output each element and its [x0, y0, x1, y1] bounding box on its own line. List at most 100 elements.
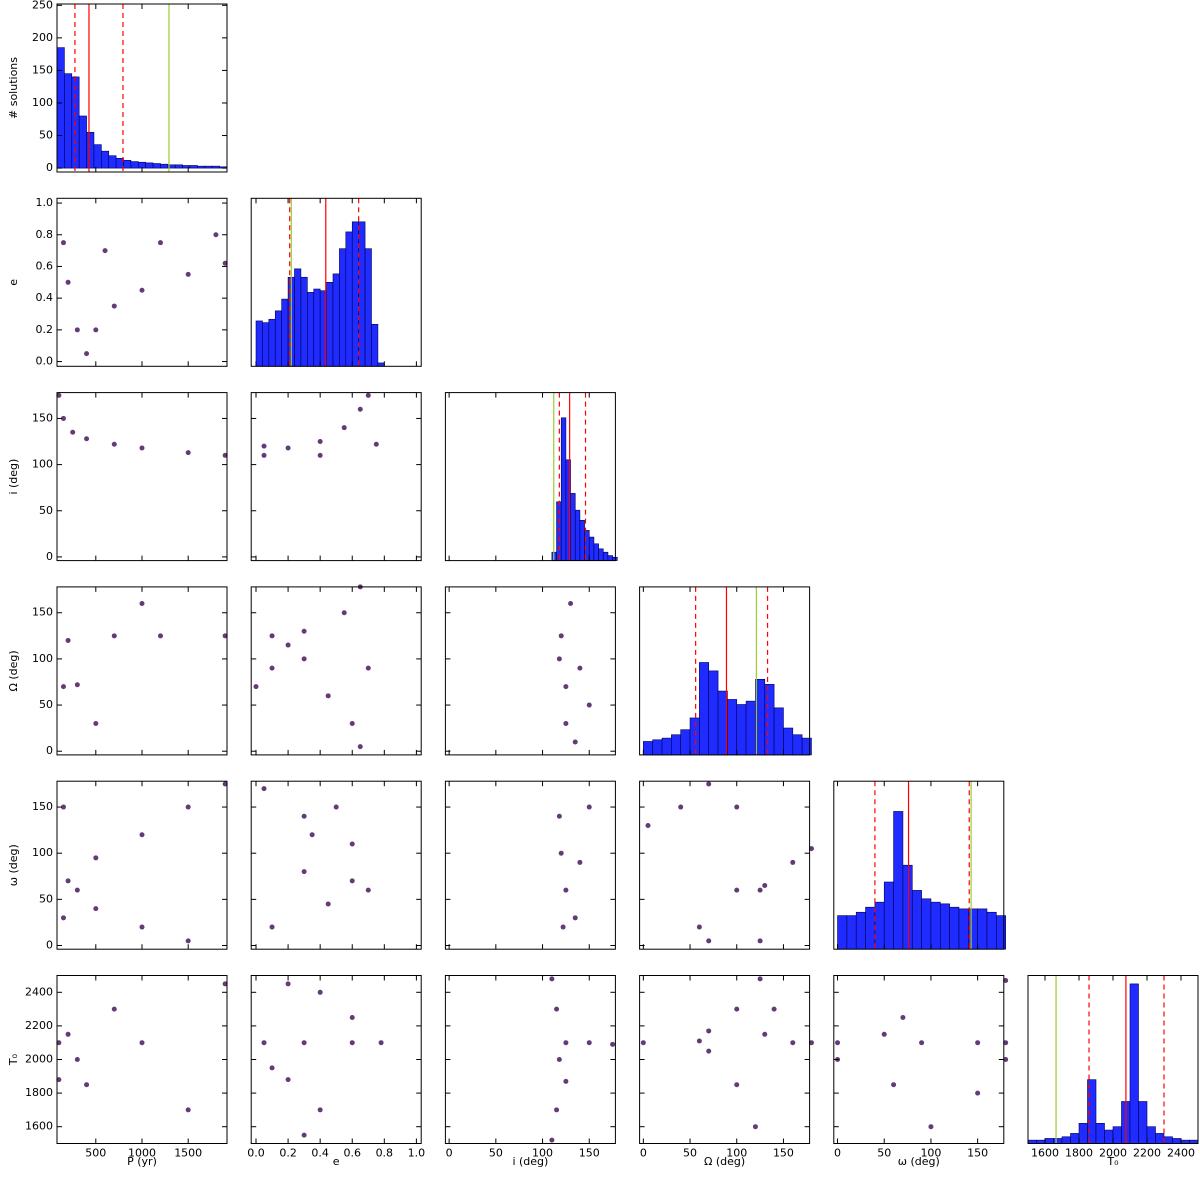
y-tick-label: 0 [46, 161, 53, 174]
histogram-bar [174, 164, 183, 169]
y-axis-label: i (deg) [7, 459, 20, 495]
density-point [349, 841, 355, 847]
histogram-bar [1078, 1123, 1088, 1144]
y-axis-label: T₀ [7, 1053, 20, 1066]
density-point [835, 1040, 841, 1046]
histogram-bar [262, 322, 270, 367]
histogram-bar [377, 362, 385, 367]
panel-frame [250, 586, 422, 756]
histogram-bar [1044, 1138, 1054, 1144]
histogram-bar [1053, 1138, 1063, 1144]
density-point [111, 303, 117, 309]
density-point [139, 287, 145, 293]
panel-frame [56, 780, 228, 950]
density-point [706, 938, 712, 944]
histogram-bar [1104, 1129, 1114, 1144]
density-point [60, 415, 66, 421]
y-tick-label: 100 [32, 846, 53, 859]
histogram-bar [371, 323, 379, 367]
x-tick-label: 0.2 [279, 1147, 297, 1160]
histogram-bar [883, 881, 894, 950]
density-point [213, 232, 219, 238]
histogram-bar [708, 670, 719, 756]
density-point [139, 1040, 145, 1046]
y-tick-label: 0 [46, 744, 53, 757]
density-point [556, 656, 562, 662]
density-point [734, 804, 740, 810]
histogram-bar [1036, 1139, 1046, 1144]
histogram-bar [56, 47, 65, 169]
density-point [678, 804, 684, 810]
y-tick-label: 100 [32, 96, 53, 109]
density-point [84, 436, 90, 442]
density-point [222, 452, 228, 458]
x-tick-label: 2400 [1167, 1147, 1195, 1160]
x-tick-label: 1800 [1065, 1147, 1093, 1160]
x-tick-label: 100 [532, 1147, 553, 1160]
density-point [558, 633, 564, 639]
density-point [285, 1077, 291, 1083]
histogram-bar [764, 684, 775, 756]
density-point [317, 439, 323, 445]
density-point [373, 441, 379, 447]
x-tick-label: 150 [579, 1147, 600, 1160]
density-point [752, 1124, 758, 1130]
density-point [74, 887, 80, 893]
x-tick-label: 1.0 [408, 1147, 426, 1160]
histogram-bar [339, 248, 347, 367]
x-tick-label: 0.4 [311, 1147, 329, 1160]
histogram-bar [783, 727, 794, 756]
y-tick-label: 100 [32, 652, 53, 665]
density-point [84, 1082, 90, 1088]
density-point [60, 684, 66, 690]
density-point [317, 452, 323, 458]
density-point [975, 1090, 981, 1096]
histogram-bar [1027, 1139, 1037, 1144]
x-tick-label: 500 [85, 1147, 106, 1160]
y-tick-label: 0.8 [36, 228, 54, 241]
histogram-bar [189, 165, 198, 169]
density-point [365, 392, 371, 398]
y-tick-label: 150 [32, 800, 53, 813]
density-point [301, 656, 307, 662]
density-point [185, 271, 191, 277]
y-axis-label: Ω (deg) [7, 650, 20, 691]
density-point [253, 684, 259, 690]
histogram-bar [123, 159, 132, 169]
density-point [56, 1040, 62, 1046]
density-point [563, 721, 569, 727]
histogram-bar [773, 707, 784, 756]
density-point [93, 855, 99, 861]
histogram-bar [792, 734, 803, 756]
x-tick-label: 50 [489, 1147, 503, 1160]
density-point [317, 989, 323, 995]
density-point [558, 850, 564, 856]
panel-frame [444, 780, 616, 950]
panel-frame [56, 586, 228, 756]
x-tick-label: 0 [834, 1147, 841, 1160]
panel-frame [250, 197, 422, 367]
y-tick-label: 1.0 [36, 196, 54, 209]
density-point [157, 240, 163, 246]
histogram-bar [574, 509, 581, 561]
histogram-bar [736, 704, 747, 756]
density-point [1003, 978, 1009, 984]
density-point [762, 883, 768, 889]
histogram-bar [602, 551, 609, 561]
y-tick-label: 250 [32, 0, 53, 11]
histogram-bar [1163, 1136, 1173, 1144]
density-point [554, 1006, 560, 1012]
histogram-bar [268, 318, 276, 367]
histogram-bar [130, 161, 139, 169]
density-point [549, 976, 555, 982]
histogram-bar [1155, 1133, 1165, 1144]
histogram-bar [680, 729, 691, 756]
y-tick-label: 0 [46, 550, 53, 563]
histogram-bar [661, 737, 672, 756]
y-tick-label: 2400 [25, 985, 53, 998]
histogram-bar [313, 288, 321, 367]
density-point [757, 976, 763, 982]
density-point [790, 859, 796, 865]
density-point [93, 327, 99, 333]
histogram-bar [1112, 1126, 1122, 1144]
